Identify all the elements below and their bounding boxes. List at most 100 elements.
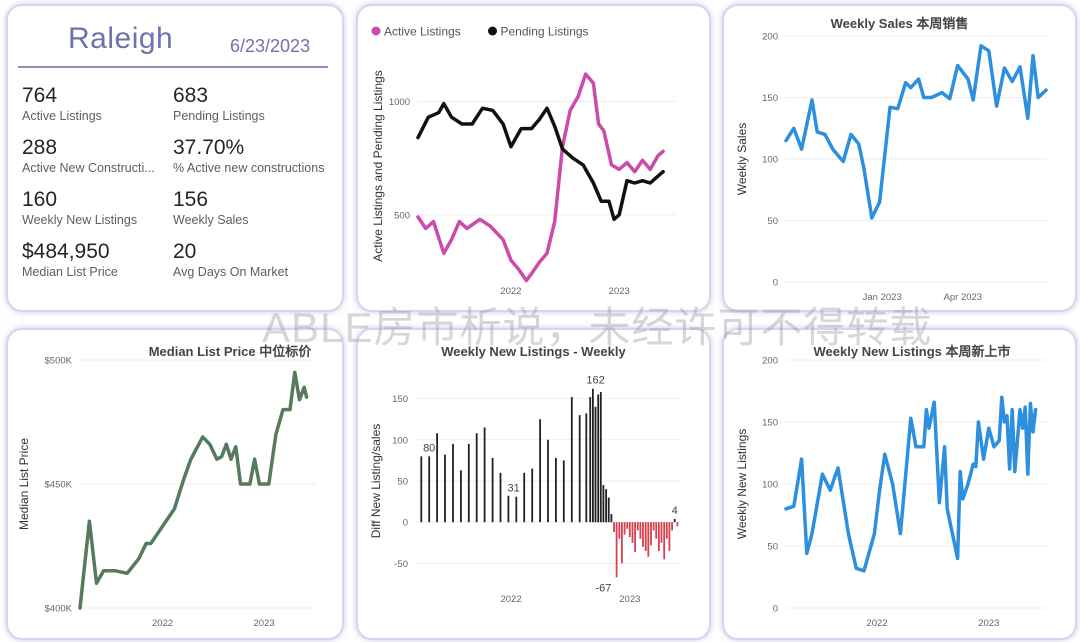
bar-negative: [636, 522, 639, 531]
bar-positive: [436, 433, 438, 523]
x-tick-label: 2022: [152, 618, 173, 629]
kpi-active-listings: 764 Active Listings: [22, 84, 102, 124]
bar-positive: [570, 397, 573, 523]
kpi-label: Active New Constructi...: [22, 161, 155, 175]
bar-positive: [673, 518, 676, 523]
bar-positive: [420, 456, 423, 523]
y-tick-label: 100: [392, 435, 408, 446]
bar-positive: [460, 470, 462, 523]
bar-negative: [615, 522, 618, 578]
y-tick-label: 100: [762, 480, 778, 491]
bar-negative: [613, 522, 615, 533]
bar-negative: [668, 522, 671, 551]
kpi-label: Pending Listings: [173, 109, 265, 123]
y-axis-label: Weekly Sales: [735, 123, 749, 195]
bar-negative: [642, 522, 644, 547]
median-price-chart: $400K $450K $500K 2022 2023 Median List Price…: [17, 344, 316, 629]
bar-positive: [607, 497, 610, 523]
kpi-value: 156: [173, 188, 209, 211]
data-label: 80: [423, 442, 435, 454]
y-tick-label: 50: [397, 477, 408, 488]
kpi-value: 37.70%: [173, 136, 245, 159]
x-tick-label: 2023: [978, 618, 999, 629]
bar-positive: [602, 485, 605, 523]
y-tick-label: 200: [762, 32, 778, 43]
data-label: -67: [595, 582, 611, 594]
kpi-weekly-sales: 156 Weekly Sales: [173, 188, 249, 228]
kpi-value: 288: [22, 136, 58, 159]
kpi-label: Active Listings: [22, 109, 102, 123]
bar-negative: [663, 522, 666, 560]
bar-positive: [507, 495, 510, 523]
bar-positive: [597, 394, 600, 523]
bar-positive: [589, 397, 592, 523]
x-tick-label: 2022: [866, 618, 887, 629]
y-tick-label: 0: [773, 278, 778, 289]
series-line-active-listings: [416, 72, 665, 283]
bar-negative: [628, 522, 631, 537]
kpi-avg-days-on-market: 20 Avg Days On Market: [173, 240, 288, 280]
bar-negative: [634, 522, 636, 552]
bar-negative: [676, 522, 679, 527]
bar-positive: [523, 472, 526, 523]
title-divider: [18, 66, 328, 68]
y-tick-label: 150: [762, 93, 778, 104]
bar-negative: [671, 522, 673, 531]
kpi-pct-active-new-construction: 37.70% % Active new constructions: [173, 136, 324, 176]
y-tick-label: $400K: [45, 604, 73, 615]
legend-marker: [488, 26, 497, 36]
bar-positive: [578, 415, 581, 523]
kpi-median-list-price: $484,950 Median List Price: [22, 240, 118, 280]
bar-positive: [452, 443, 454, 523]
bar-positive: [467, 443, 470, 523]
x-tick-label: 2023: [254, 618, 275, 629]
data-label: 162: [586, 375, 604, 387]
chart-title: Median List Price 中位标价: [149, 344, 313, 359]
median-price-chart-card: $400K $450K $500K 2022 2023 Median List Price…: [6, 328, 344, 640]
kpi-card: Raleigh 6/23/2023 764 Active Listings 68…: [6, 4, 344, 312]
bar-positive: [594, 406, 597, 523]
y-tick-label: 150: [392, 394, 408, 405]
bar-positive: [539, 419, 541, 523]
bar-positive: [585, 413, 588, 523]
legend-label: Pending Listings: [501, 25, 589, 39]
active-pending-chart-card: 500 1000 2022 2023 Active Listings and Pendi…: [356, 4, 711, 312]
bar-positive: [592, 388, 594, 523]
bar-negative: [650, 522, 652, 546]
bar-positive: [444, 454, 446, 523]
bar-positive: [491, 457, 494, 523]
y-tick-label: 50: [767, 216, 778, 227]
series-line-weekly-new-listings: [784, 395, 1038, 573]
bar-positive: [562, 460, 565, 523]
data-label: 4: [672, 505, 678, 517]
report-date: 6/23/2023: [230, 36, 311, 56]
city-title: Raleigh: [68, 22, 174, 55]
y-tick-label: 150: [762, 418, 778, 429]
y-axis-label: Active Listings and Pending Listings: [371, 70, 385, 261]
y-tick-label: 200: [762, 356, 778, 367]
y-tick-label: 500: [394, 210, 410, 221]
y-tick-label: 100: [762, 155, 778, 166]
weekly-sales-chart-card: 0 50 100 150 200 Jan 2023 Apr 2023 Weekly Sales…: [722, 4, 1077, 312]
series-line-pending-listings: [416, 101, 665, 222]
x-tick-label: 2022: [500, 286, 521, 297]
y-tick-label: 50: [767, 542, 778, 553]
y-tick-label: -50: [394, 559, 408, 570]
bar-negative: [623, 522, 626, 535]
y-tick-label: 0: [403, 518, 408, 529]
legend-marker: [371, 26, 381, 36]
diff-listing-sales-chart-card: -50 0 50 100 150 2022 2023 Diff New Listing/sal…: [356, 328, 711, 640]
bar-positive: [475, 433, 478, 523]
bar-negative: [652, 522, 655, 531]
kpi-label: Median List Price: [22, 265, 118, 279]
y-axis-label: Median List Price: [17, 438, 31, 530]
legend-label: Active Listings: [384, 25, 461, 39]
bar-positive: [599, 392, 602, 523]
kpi-weekly-new-listings: 160 Weekly New Listings: [22, 188, 137, 228]
kpi-value: $484,950: [22, 240, 110, 263]
chart-title: Weekly New Listings 本周新上市: [814, 344, 1011, 359]
bar-positive: [555, 457, 557, 523]
data-label: 31: [508, 483, 520, 495]
diff-listing-sales-chart: -50 0 50 100 150 2022 2023 Diff New Listing/sal…: [369, 344, 680, 605]
bar-negative: [658, 522, 660, 551]
